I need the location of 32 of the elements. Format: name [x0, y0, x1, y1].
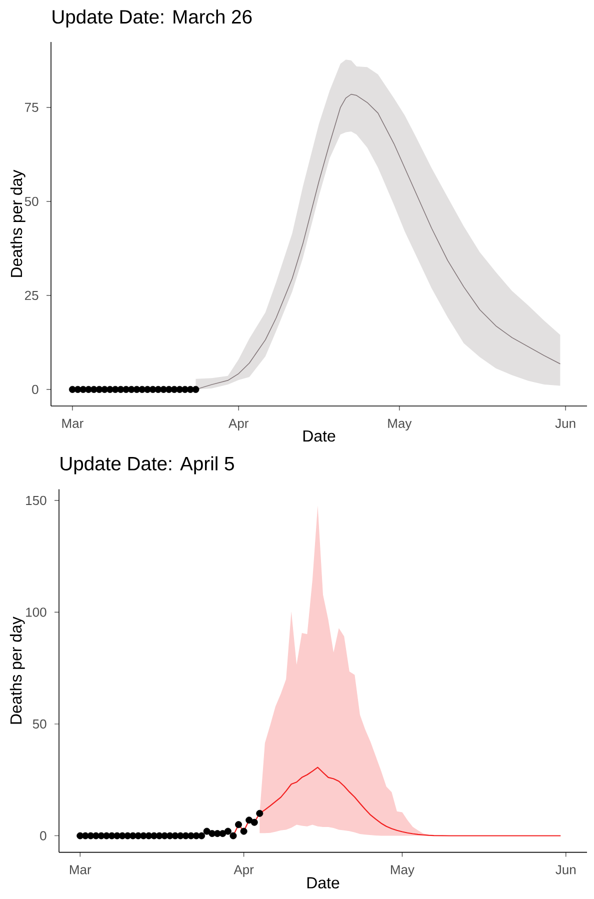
- x-tick-label: Jun: [555, 418, 576, 428]
- x-tick-label: May: [388, 418, 412, 431]
- point: [224, 828, 232, 835]
- point: [240, 828, 248, 835]
- y-tick-label: 50: [24, 196, 38, 206]
- point: [219, 830, 226, 838]
- y-tick-label: 75: [25, 102, 38, 112]
- x-tick-label: May: [390, 865, 414, 877]
- x-tick-label: Apr: [228, 418, 248, 431]
- point: [235, 821, 242, 828]
- x-tick-label: Apr: [234, 865, 254, 877]
- chart-title: Update Date: March 26: [52, 9, 252, 28]
- y-tick-label: 0: [32, 384, 38, 394]
- point: [256, 810, 264, 817]
- x-tick-label: Jun: [556, 865, 576, 874]
- x-tick-label: Mar: [70, 865, 92, 874]
- y-tick-label: 50: [32, 719, 46, 729]
- y-axis-title: Deaths per day: [10, 170, 26, 277]
- y-axis-title: Deaths per day: [10, 616, 25, 724]
- x-axis-title: Date: [307, 877, 340, 888]
- chart-title: Update Date: April 5: [60, 456, 234, 474]
- point: [230, 832, 237, 840]
- point: [246, 816, 253, 824]
- y-tick-label: 150: [26, 496, 46, 506]
- x-tick-label: Mar: [62, 418, 84, 428]
- y-tick-label: 100: [26, 608, 46, 617]
- x-axis-title: Date: [303, 430, 336, 442]
- y-tick-label: 25: [25, 290, 38, 300]
- point: [203, 828, 210, 835]
- y-tick-label: 0: [40, 831, 46, 840]
- point: [198, 832, 206, 840]
- point: [250, 818, 258, 826]
